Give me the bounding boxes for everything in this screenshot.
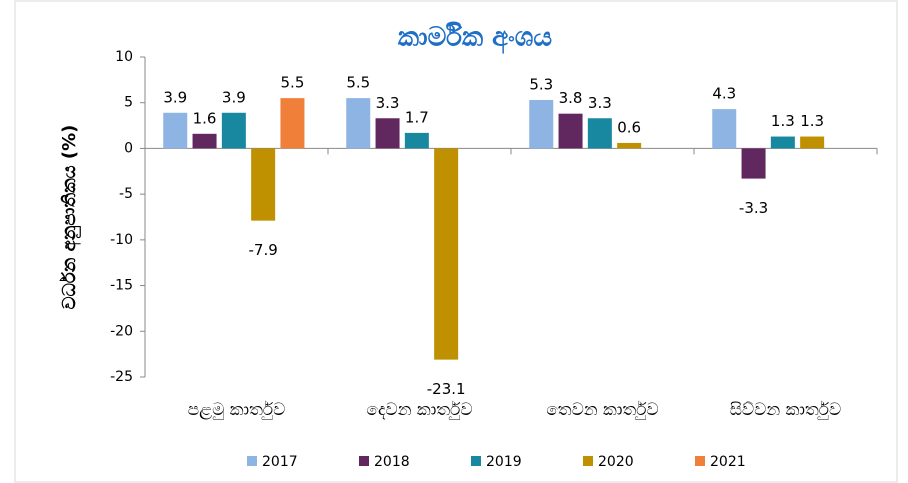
x-tick-label: තෙවන කාර්තුව (546, 400, 659, 420)
y-tick-label: -15 (110, 278, 133, 294)
value-label: -7.9 (249, 241, 278, 259)
y-tick-label: -10 (110, 232, 133, 248)
legend-label: 2019 (486, 454, 522, 470)
bar (529, 99, 554, 149)
bar (192, 133, 217, 149)
legend-swatch (583, 456, 593, 466)
value-label: 1.7 (405, 108, 429, 126)
value-label: 1.3 (800, 112, 824, 130)
bar (800, 136, 825, 149)
legend-swatch (247, 456, 257, 466)
bar (280, 98, 305, 149)
y-tick-label: -20 (110, 323, 133, 339)
bar (404, 132, 429, 149)
bar (741, 148, 766, 179)
y-axis-label: වර්ධන අනුපාතිකය (%) (58, 125, 81, 310)
value-label: 4.3 (712, 85, 736, 103)
bar (434, 148, 459, 360)
value-label: 5.5 (346, 74, 370, 92)
x-tick-label: පළමු කාර්තුව (188, 400, 286, 420)
bar (375, 118, 400, 149)
legend-label: 2021 (710, 454, 746, 470)
y-tick-label: 10 (115, 49, 133, 65)
legend-swatch (695, 456, 705, 466)
value-label: 3.9 (222, 88, 246, 106)
value-label: 3.8 (559, 89, 583, 107)
value-label: -23.1 (427, 380, 466, 398)
value-label: 3.9 (163, 88, 187, 106)
chart-title: කාර්මික අංශය (398, 22, 552, 55)
value-label: 3.3 (376, 94, 400, 112)
bar (221, 112, 246, 149)
bar (770, 136, 795, 149)
bar (163, 112, 188, 149)
value-label: -3.3 (739, 199, 768, 217)
legend-label: 2018 (374, 454, 410, 470)
y-tick-label: 0 (124, 140, 133, 156)
bar (251, 148, 276, 221)
x-tick-label: සිව්වන කාර්තුව (730, 400, 842, 420)
legend-swatch (359, 456, 369, 466)
value-label: 1.3 (771, 112, 795, 130)
y-tick-label: -25 (110, 369, 133, 385)
bar (346, 98, 371, 149)
y-tick-label: 5 (124, 95, 133, 111)
bar (712, 109, 737, 149)
bar (587, 118, 612, 149)
legend-label: 2020 (598, 454, 634, 470)
bar (558, 113, 583, 149)
x-tick-label: දෙවන කාර්තුව (366, 400, 472, 420)
chart-frame (14, 0, 898, 483)
legend-label: 2017 (262, 454, 298, 470)
value-label: 3.3 (588, 94, 612, 112)
value-label: 5.5 (281, 74, 305, 92)
legend-swatch (471, 456, 481, 466)
value-label: 1.6 (193, 109, 217, 127)
y-tick-label: -5 (119, 186, 133, 202)
value-label: 5.3 (529, 75, 553, 93)
value-label: 0.6 (617, 118, 641, 136)
bar (617, 142, 642, 149)
